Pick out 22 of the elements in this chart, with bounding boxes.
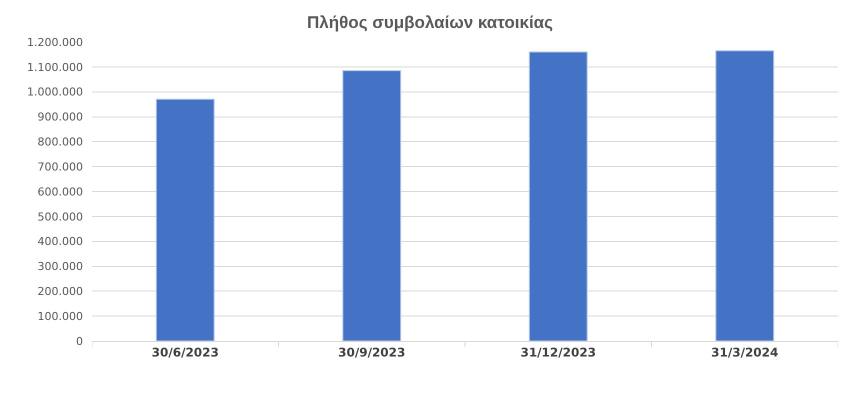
y-tick-label: 1.100.000 xyxy=(27,60,83,74)
y-tick-label: 600.000 xyxy=(38,185,83,198)
y-tick-label: 300.000 xyxy=(38,260,83,274)
bar xyxy=(528,51,588,341)
bar xyxy=(342,70,402,341)
y-tick-label: 100.000 xyxy=(38,310,83,323)
y-tick-label: 500.000 xyxy=(38,210,83,224)
y-tick-label: 1.000.000 xyxy=(27,86,83,99)
y-tick-label: 800.000 xyxy=(38,136,83,149)
y-tick-label: 0 xyxy=(76,334,83,348)
x-tick-label: 30/6/2023 xyxy=(152,345,219,360)
y-tick-label: 1.200.000 xyxy=(27,36,83,49)
bar xyxy=(156,98,215,341)
y-tick-label: 200.000 xyxy=(38,285,83,298)
y-tick-label: 900.000 xyxy=(38,110,83,124)
x-tick-label: 30/9/2023 xyxy=(338,345,406,360)
x-tick-label: 31/3/2024 xyxy=(711,345,778,360)
y-tick-label: 700.000 xyxy=(38,160,83,174)
y-tick-label: 400.000 xyxy=(38,235,83,248)
bar xyxy=(715,50,774,341)
x-tick-label: 31/12/2023 xyxy=(520,345,596,360)
chart-title: Πλήθος συμβολαίων κατοικίας xyxy=(307,12,554,32)
